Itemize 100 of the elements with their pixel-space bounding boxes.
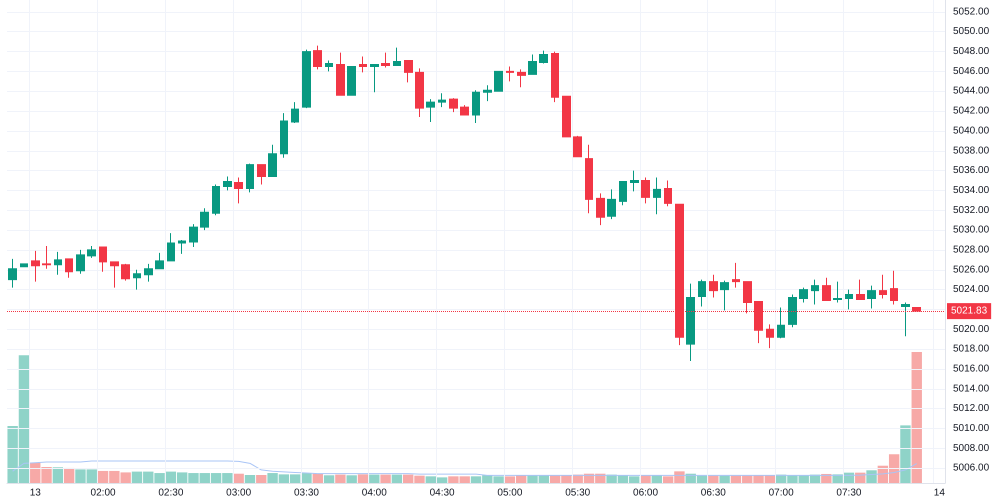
candlestick xyxy=(65,258,73,278)
candlestick xyxy=(415,68,424,118)
candlestick xyxy=(867,285,876,309)
candlestick xyxy=(438,92,446,108)
bar xyxy=(312,474,323,483)
candlestick xyxy=(110,261,119,288)
candlestick xyxy=(856,279,865,300)
y-tick-label: 5034.00 xyxy=(953,184,990,196)
candlestick xyxy=(144,263,153,282)
candlestick xyxy=(607,188,616,220)
candlestick xyxy=(799,287,808,303)
bar xyxy=(900,425,911,483)
bar xyxy=(244,475,256,483)
candlestick xyxy=(325,60,333,72)
candlestick xyxy=(99,246,107,272)
candlestick xyxy=(87,245,96,258)
candlestick xyxy=(76,249,85,274)
bar xyxy=(358,474,368,483)
y-tick-label: 5038.00 xyxy=(953,145,990,156)
y-tick-label: 5026.00 xyxy=(953,264,990,276)
candlestick xyxy=(472,90,480,124)
candlestick xyxy=(268,144,277,178)
bar xyxy=(233,474,244,483)
candlestick xyxy=(833,281,842,303)
candlestick xyxy=(879,274,887,300)
candlestick xyxy=(291,102,299,124)
candlestick xyxy=(54,251,62,276)
y-tick-label: 5010.00 xyxy=(953,422,990,434)
x-tick-label: 03:00 xyxy=(226,488,252,498)
candlestick xyxy=(223,176,232,191)
candlestick xyxy=(31,250,40,282)
candlestick xyxy=(212,184,220,216)
bar xyxy=(324,475,334,483)
candlestick xyxy=(653,177,661,215)
x-tick-label: 04:30 xyxy=(430,488,456,498)
bar xyxy=(708,476,719,483)
bar xyxy=(346,475,357,483)
y-tick-label: 5024.00 xyxy=(953,284,990,296)
x-tick-label: 06:30 xyxy=(700,488,726,498)
candlestick xyxy=(573,135,582,158)
y-tick-label: 5028.00 xyxy=(953,244,990,256)
candlestick xyxy=(313,45,322,70)
bar xyxy=(855,472,866,483)
x-tick-label: 05:00 xyxy=(497,488,523,498)
candlestick xyxy=(302,49,311,109)
candlestick xyxy=(393,47,401,66)
candlestick xyxy=(506,66,514,82)
x-tick-label: 02:00 xyxy=(90,488,116,498)
candlestick xyxy=(720,280,729,311)
y-tick-label: 5044.00 xyxy=(953,86,990,97)
y-tick-label: 5050.00 xyxy=(953,26,990,38)
candlestick xyxy=(189,224,198,248)
candlestick xyxy=(347,66,356,96)
candlestick xyxy=(257,164,266,185)
y-tick-label: 5042.00 xyxy=(953,106,990,117)
candlestick xyxy=(449,98,458,113)
y-tick-label: 5008.00 xyxy=(953,442,990,454)
candlestick xyxy=(404,60,413,83)
candlestick xyxy=(494,70,503,92)
bar xyxy=(719,476,730,483)
bar xyxy=(256,475,266,483)
y-tick-label: 5030.00 xyxy=(953,224,990,236)
y-tick-label: 5016.00 xyxy=(953,363,990,374)
candlestick xyxy=(596,192,605,226)
x-tick-label: 07:30 xyxy=(836,488,862,498)
x-tick-label: 02:30 xyxy=(158,488,184,498)
candlestick xyxy=(788,294,797,328)
candlestick xyxy=(234,177,243,204)
y-tick-label: 5012.00 xyxy=(953,403,990,414)
candlestick xyxy=(539,50,548,64)
bar xyxy=(335,474,346,483)
y-tick-label: 5032.00 xyxy=(953,204,990,216)
candlestick xyxy=(381,52,390,68)
y-tick-label: 5046.00 xyxy=(953,66,990,77)
y-tick-label: 5014.00 xyxy=(953,383,990,394)
candlestick xyxy=(822,277,831,302)
y-tick-label: 5018.00 xyxy=(953,344,990,355)
y-tick-label: 5006.00 xyxy=(953,462,990,474)
candlestick xyxy=(619,180,627,206)
candlestick xyxy=(528,54,537,75)
bar xyxy=(64,468,74,483)
candlestick xyxy=(901,302,910,337)
y-tick-label: 5052.00 xyxy=(953,6,990,18)
candlestick xyxy=(766,324,774,349)
candlestick xyxy=(483,84,492,102)
candlestick xyxy=(42,245,51,270)
x-tick-label: 04:00 xyxy=(362,488,388,498)
candlestick xyxy=(709,274,718,298)
candlestick xyxy=(777,306,785,339)
bar xyxy=(369,474,380,483)
ref-line-label: 5021.83 xyxy=(951,306,988,317)
candlestick xyxy=(732,262,740,288)
candlestick xyxy=(890,270,898,305)
candlestick xyxy=(200,208,209,231)
candlestick xyxy=(585,144,593,214)
candlestick xyxy=(370,64,379,93)
candlestick xyxy=(155,252,164,270)
candlestick xyxy=(551,51,559,103)
x-tick-label: 07:00 xyxy=(768,488,794,498)
y-tick-label: 5036.00 xyxy=(953,165,990,176)
